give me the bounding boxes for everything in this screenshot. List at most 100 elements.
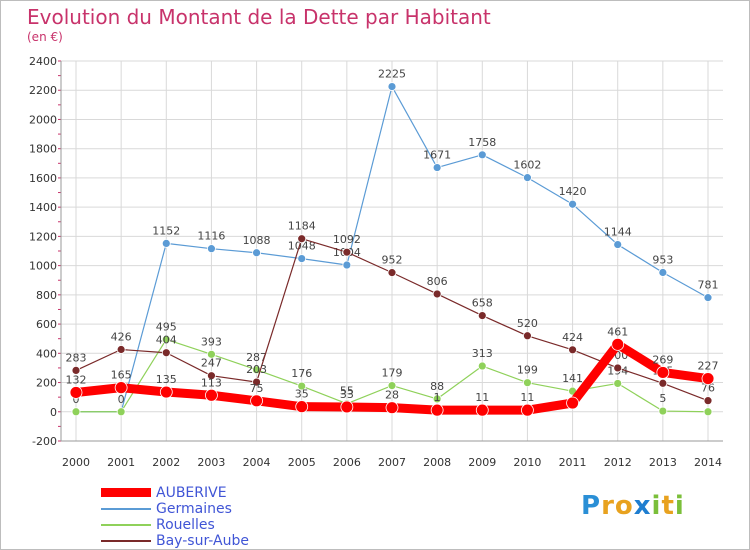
legend-item-rouelles: Rouelles [101, 517, 341, 533]
data-label-germaines: 1602 [513, 159, 541, 172]
data-point-rouelles [207, 349, 216, 359]
data-point-bay-sur-aube [568, 345, 577, 355]
data-label-auberive: 269 [652, 353, 673, 366]
data-point-rouelles [387, 381, 397, 391]
data-point-auberive [114, 381, 128, 395]
data-label-germaines: 1758 [468, 136, 496, 149]
data-label-germaines: 2225 [378, 68, 406, 81]
y-tick-label: 1800 [29, 143, 57, 156]
chart-title: Evolution du Montant de la Dette par Hab… [27, 5, 491, 29]
y-tick-label: 1600 [29, 172, 57, 185]
x-tick-label: 2003 [197, 456, 225, 469]
data-label-auberive: 11 [475, 391, 489, 404]
chart-subtitle: (en €) [27, 30, 63, 44]
data-label-bay-sur-aube: 952 [382, 254, 403, 267]
data-point-germaines [477, 150, 487, 160]
y-tick-label: 2000 [29, 113, 57, 126]
logo-letter: P [581, 491, 602, 521]
x-tick-label: 2002 [152, 456, 180, 469]
data-label-germaines: 0 [73, 393, 80, 406]
data-point-auberive [430, 403, 444, 417]
data-point-germaines [252, 248, 261, 258]
data-label-germaines: 1671 [423, 149, 451, 162]
proxiti-logo: Proxiti [581, 491, 685, 521]
data-point-germaines [297, 254, 307, 264]
data-point-rouelles [658, 406, 668, 416]
logo-letter: t [661, 491, 675, 521]
data-label-bay-sur-aube: 1092 [333, 233, 361, 246]
x-tick-label: 2011 [559, 456, 587, 469]
data-label-auberive: 165 [111, 369, 132, 382]
data-label-bay-sur-aube: 247 [201, 357, 222, 370]
data-label-rouelles: 55 [340, 385, 354, 398]
data-point-rouelles [432, 394, 442, 404]
data-point-rouelles [116, 407, 126, 417]
logo-letter: o [614, 491, 634, 521]
data-label-germaines: 953 [652, 253, 673, 266]
data-label-rouelles: 176 [291, 367, 312, 380]
data-point-germaines [387, 82, 397, 91]
data-label-germaines: 781 [698, 279, 719, 292]
data-point-germaines [161, 238, 171, 248]
data-point-bay-sur-aube [432, 289, 442, 299]
x-tick-label: 2001 [107, 456, 135, 469]
data-label-bay-sur-aube: 806 [427, 275, 448, 288]
y-tick-label: 1200 [29, 230, 57, 243]
data-label-rouelles: 287 [246, 351, 267, 364]
data-point-auberive [250, 394, 263, 408]
data-point-rouelles [297, 381, 307, 391]
data-label-germaines: 1048 [288, 240, 316, 253]
data-label-auberive: 227 [698, 360, 719, 373]
data-label-germaines: 1144 [604, 226, 632, 239]
data-point-auberive [340, 400, 354, 414]
legend-swatch-germaines [101, 508, 151, 510]
data-point-germaines [207, 244, 216, 254]
legend-swatch-auberive [101, 488, 151, 497]
x-tick-label: 2009 [468, 456, 496, 469]
x-tick-label: 2014 [694, 456, 722, 469]
y-tick-label: 800 [36, 289, 57, 302]
data-point-rouelles [523, 378, 532, 388]
y-tick-label: -200 [32, 435, 57, 448]
x-tick-label: 2006 [333, 456, 361, 469]
x-tick-label: 2007 [378, 456, 406, 469]
x-tick-label: 2008 [423, 456, 451, 469]
y-tick-label: 0 [50, 406, 57, 419]
y-tick-label: 1000 [29, 260, 57, 273]
data-point-bay-sur-aube [658, 378, 668, 388]
x-tick-label: 2005 [288, 456, 316, 469]
data-label-bay-sur-aube: 404 [156, 334, 177, 347]
data-label-auberive: 113 [201, 376, 222, 389]
logo-letter: r [601, 491, 615, 521]
data-label-bay-sur-aube: 426 [111, 331, 132, 344]
data-label-auberive: 135 [156, 373, 177, 386]
data-label-auberive: 132 [66, 373, 87, 386]
data-point-bay-sur-aube [387, 268, 397, 278]
data-point-auberive [566, 396, 579, 410]
data-label-auberive: 28 [385, 389, 399, 402]
x-tick-label: 2004 [243, 456, 271, 469]
data-point-bay-sur-aube [252, 377, 261, 387]
legend-swatch-bay-sur-aube [101, 540, 151, 542]
data-point-rouelles [477, 361, 487, 371]
data-point-auberive [656, 366, 670, 379]
y-tick-label: 400 [36, 347, 57, 360]
data-point-auberive [205, 388, 218, 402]
logo-letter: i [674, 491, 685, 521]
data-point-rouelles [161, 335, 171, 344]
data-point-bay-sur-aube [342, 247, 352, 257]
data-label-rouelles: 88 [430, 380, 444, 393]
data-point-auberive [611, 337, 625, 351]
data-point-germaines [523, 173, 532, 183]
logo-letter: i [651, 491, 662, 521]
data-label-rouelles: 141 [562, 372, 583, 385]
x-tick-label: 2010 [513, 456, 541, 469]
data-point-bay-sur-aube [207, 371, 216, 381]
data-label-rouelles: 495 [156, 320, 177, 333]
data-point-germaines [342, 260, 352, 270]
data-point-auberive [521, 403, 534, 417]
data-label-germaines: 1088 [243, 234, 271, 247]
legend-swatch-rouelles [101, 524, 151, 526]
